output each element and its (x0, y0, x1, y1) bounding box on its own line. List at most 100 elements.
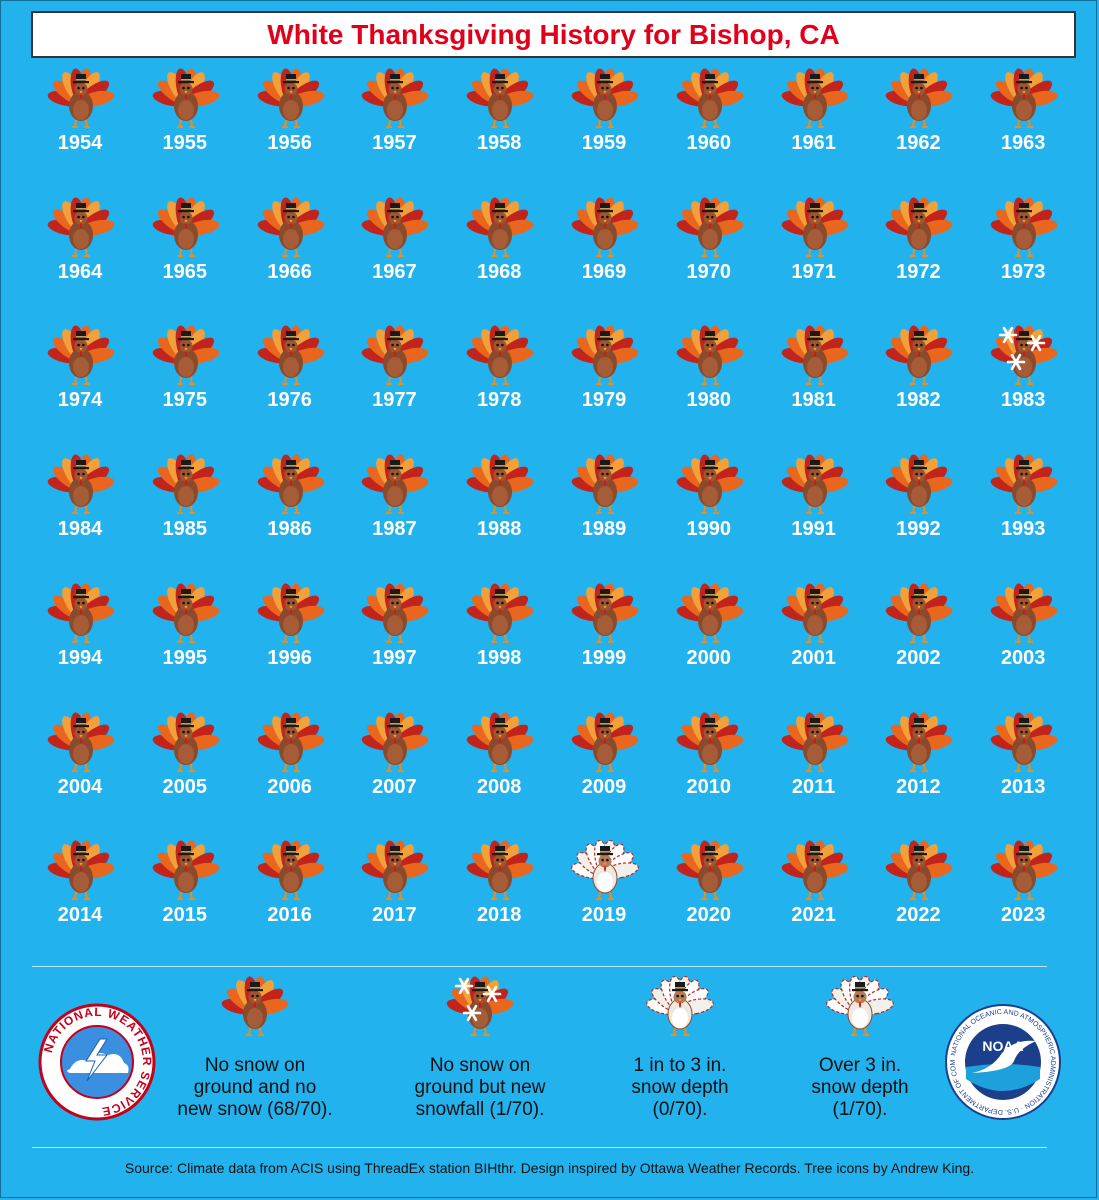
year-cell: 2002 (868, 583, 968, 707)
year-cell: 2016 (240, 840, 340, 964)
year-cell: 1964 (30, 197, 130, 321)
year-label: 1968 (476, 260, 522, 283)
source-note: Source: Climate data from ACIS using Thr… (124, 1160, 975, 1176)
year-label: 2000 (686, 646, 732, 669)
year-label: 1984 (57, 518, 103, 541)
year-cell: 2009 (554, 711, 654, 836)
year-label: 2013 (1000, 775, 1046, 798)
year-label: 1982 (896, 389, 941, 412)
year-cell: 1966 (240, 197, 340, 321)
year-cell: 2005 (135, 711, 235, 836)
turkey-snowy-icon (571, 840, 639, 901)
year-cell: 1977 (344, 325, 444, 449)
turkey-icon (781, 68, 848, 128)
turkey-icon (571, 583, 639, 643)
year-label: 1989 (581, 518, 627, 541)
year-label: 1971 (791, 260, 836, 283)
turkey-icon (152, 325, 220, 386)
divider-bottom (32, 1147, 1047, 1148)
year-cell: 2013 (973, 711, 1073, 836)
year-cell: 2001 (764, 583, 864, 707)
year-label: 1958 (476, 132, 522, 154)
year-label: 2012 (896, 775, 941, 798)
year-label: 2011 (791, 775, 836, 798)
turkey-icon (257, 68, 324, 128)
year-label: 1990 (686, 518, 732, 541)
turkey-icon (362, 840, 429, 901)
year-cell: 1961 (764, 68, 864, 192)
year-label: 1954 (57, 132, 103, 154)
turkey-icon (152, 197, 220, 257)
year-label: 1963 (1000, 132, 1046, 154)
year-cell: 1992 (868, 454, 968, 578)
year-cell: 1996 (240, 583, 340, 707)
year-label: 1969 (581, 260, 627, 283)
year-cell: 1965 (135, 197, 235, 321)
year-cell: 1987 (344, 454, 444, 578)
year-label: 1992 (896, 518, 941, 541)
year-cell: 1979 (554, 325, 654, 449)
turkey-icon (676, 711, 744, 772)
nws-logo-icon: NATIONAL WEATHER SERVICE (38, 1003, 156, 1121)
year-cell: 1973 (973, 197, 1073, 321)
turkey-icon (466, 325, 534, 386)
year-cell: 2008 (449, 711, 549, 836)
year-cell: 1989 (554, 454, 654, 578)
year-label: 1978 (476, 389, 522, 412)
year-label: 1962 (896, 132, 941, 154)
year-cell: 1981 (764, 325, 864, 449)
turkey-icon (886, 68, 953, 128)
year-cell: 1997 (344, 583, 444, 707)
year-label: 1999 (581, 646, 627, 669)
turkey-icon (886, 840, 953, 901)
turkey-icon (362, 454, 429, 515)
year-cell: 1988 (449, 454, 549, 578)
year-label: 2017 (372, 904, 417, 927)
turkey-icon (571, 711, 639, 772)
year-label: 1995 (162, 646, 208, 669)
year-cell: 1958 (449, 68, 549, 192)
year-cell: 2007 (344, 711, 444, 836)
year-label: 1980 (686, 389, 732, 412)
year-label: 1955 (162, 132, 208, 154)
year-label: 1956 (267, 132, 312, 154)
year-cell: 1998 (449, 583, 549, 707)
turkey-icon (676, 454, 744, 515)
turkey-icon (362, 325, 429, 386)
year-label: 1986 (267, 518, 312, 541)
year-label: 2001 (791, 646, 836, 669)
year-label: 1985 (162, 518, 208, 541)
year-label: 1964 (57, 260, 103, 283)
year-label: 2002 (896, 646, 941, 669)
year-cell: 1960 (659, 68, 759, 192)
legend-turkey-icon (446, 976, 514, 1036)
year-cell: 2012 (868, 711, 968, 836)
turkey-icon (47, 711, 115, 772)
turkey-icon (257, 711, 324, 772)
year-cell: 1999 (554, 583, 654, 707)
turkey-icon (781, 454, 848, 515)
turkey-icon (886, 197, 953, 257)
year-label: 2020 (686, 904, 732, 927)
year-label: 2003 (1000, 646, 1046, 669)
year-label: 1967 (372, 260, 417, 283)
turkey-icon (362, 583, 429, 643)
noaa-center-text: NOAA (982, 1038, 1023, 1054)
turkey-icon (152, 68, 220, 128)
year-label: 1991 (791, 518, 836, 541)
year-cell: 2010 (659, 711, 759, 836)
year-label: 2006 (267, 775, 312, 798)
year-label: 2016 (267, 904, 312, 927)
turkey-icon (781, 325, 848, 386)
turkey-icon (571, 197, 639, 257)
turkey-icon (781, 197, 848, 257)
turkey-icon (886, 325, 953, 386)
turkey-icon (47, 197, 115, 257)
turkey-icon (47, 68, 115, 128)
year-label: 2021 (791, 904, 836, 927)
turkey-icon (676, 197, 744, 257)
year-cell: 1963 (973, 68, 1073, 192)
turkey-snowfall-icon (990, 325, 1058, 386)
turkey-icon (676, 325, 744, 386)
turkey-icon (362, 68, 429, 128)
